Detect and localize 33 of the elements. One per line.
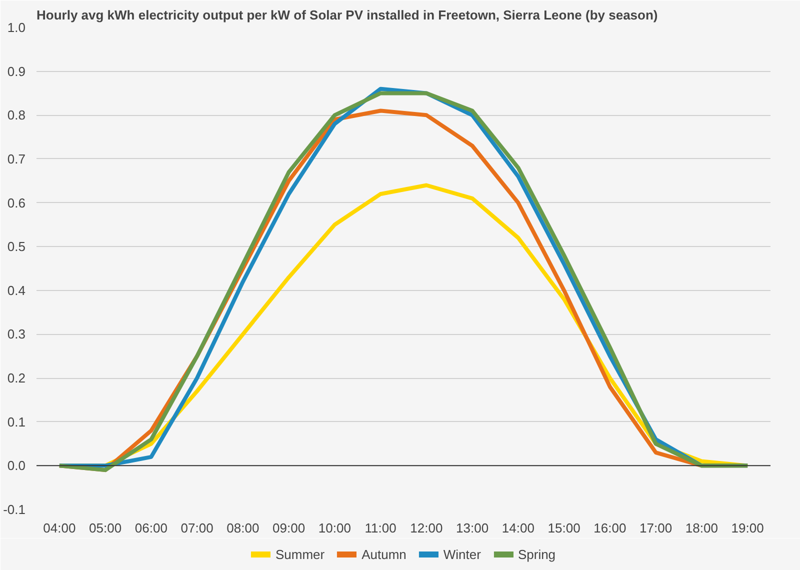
x-tick-label: 06:00 — [134, 520, 168, 536]
x-tick-label: 19:00 — [731, 520, 764, 536]
x-tick-label: 11:00 — [364, 520, 396, 536]
x-tick-label: 05:00 — [89, 520, 122, 536]
x-tick-label: 12:00 — [410, 520, 443, 536]
y-tick-label: 0.4 — [7, 282, 26, 298]
y-tick-label: 1.0 — [7, 20, 26, 35]
x-tick-label: 09:00 — [272, 520, 306, 536]
y-tick-label: 0.2 — [7, 370, 26, 386]
x-tick-label: 18:00 — [685, 520, 718, 536]
legend-label: Winter — [443, 546, 481, 562]
y-tick-label: 0.5 — [7, 239, 26, 254]
y-tick-label: 0.8 — [7, 108, 26, 123]
y-tick-label: 0.9 — [7, 64, 26, 79]
x-tick-label: 07:00 — [180, 520, 214, 536]
legend-label: Spring — [518, 546, 556, 562]
legend-label: Summer — [275, 546, 325, 562]
x-tick-label: 10:00 — [318, 520, 351, 536]
x-tick-label: 17:00 — [640, 520, 672, 536]
y-tick-label: 0.3 — [7, 326, 26, 342]
y-tick-label: 0.0 — [7, 458, 26, 474]
x-tick-label: 16:00 — [594, 520, 626, 536]
y-tick-label: -0.1 — [3, 502, 26, 517]
x-tick-label: 13:00 — [456, 520, 489, 536]
legend-label: Autumn — [362, 546, 406, 562]
y-tick-label: 0.7 — [7, 151, 26, 166]
x-tick-label: 15:00 — [548, 520, 580, 536]
x-tick-label: 08:00 — [226, 520, 260, 536]
y-tick-label: 0.6 — [7, 195, 26, 210]
x-tick-label: 14:00 — [502, 520, 534, 536]
y-tick-label: 0.1 — [7, 414, 26, 430]
chart-title: Hourly avg kWh electricity output per kW of Solar PV installed in Freetown, Sierra Leone (by season) — [36, 8, 658, 22]
x-tick-label: 04:00 — [43, 520, 76, 536]
